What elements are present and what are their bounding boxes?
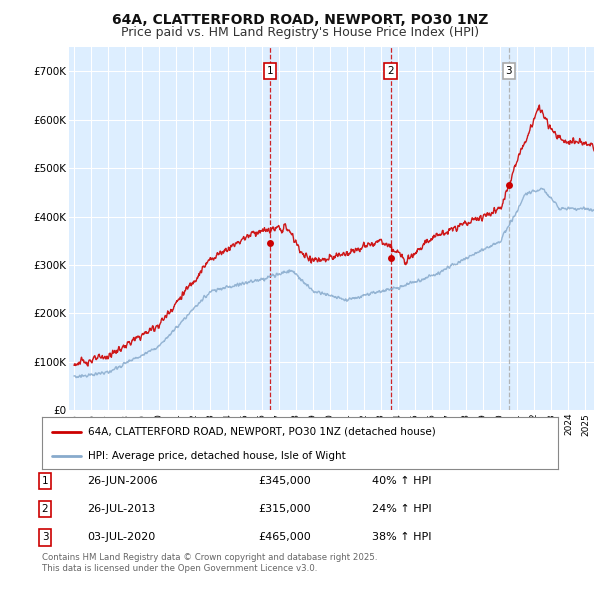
Text: 38% ↑ HPI: 38% ↑ HPI: [372, 533, 431, 542]
Text: 3: 3: [506, 67, 512, 76]
Text: 03-JUL-2020: 03-JUL-2020: [87, 533, 155, 542]
Text: Price paid vs. HM Land Registry's House Price Index (HPI): Price paid vs. HM Land Registry's House …: [121, 26, 479, 39]
Text: 2: 2: [388, 67, 394, 76]
Text: 1: 1: [41, 476, 49, 486]
Text: 64A, CLATTERFORD ROAD, NEWPORT, PO30 1NZ (detached house): 64A, CLATTERFORD ROAD, NEWPORT, PO30 1NZ…: [88, 427, 436, 437]
Text: £315,000: £315,000: [258, 504, 311, 514]
Text: 40% ↑ HPI: 40% ↑ HPI: [372, 476, 431, 486]
Text: HPI: Average price, detached house, Isle of Wight: HPI: Average price, detached house, Isle…: [88, 451, 346, 461]
Text: 3: 3: [41, 533, 49, 542]
Text: 1: 1: [266, 67, 273, 76]
Text: 26-JUN-2006: 26-JUN-2006: [87, 476, 158, 486]
Text: 2: 2: [41, 504, 49, 514]
Text: £345,000: £345,000: [258, 476, 311, 486]
Text: 64A, CLATTERFORD ROAD, NEWPORT, PO30 1NZ: 64A, CLATTERFORD ROAD, NEWPORT, PO30 1NZ: [112, 13, 488, 27]
Text: £465,000: £465,000: [258, 533, 311, 542]
Text: 26-JUL-2013: 26-JUL-2013: [87, 504, 155, 514]
Text: 24% ↑ HPI: 24% ↑ HPI: [372, 504, 431, 514]
Text: Contains HM Land Registry data © Crown copyright and database right 2025.
This d: Contains HM Land Registry data © Crown c…: [42, 553, 377, 573]
